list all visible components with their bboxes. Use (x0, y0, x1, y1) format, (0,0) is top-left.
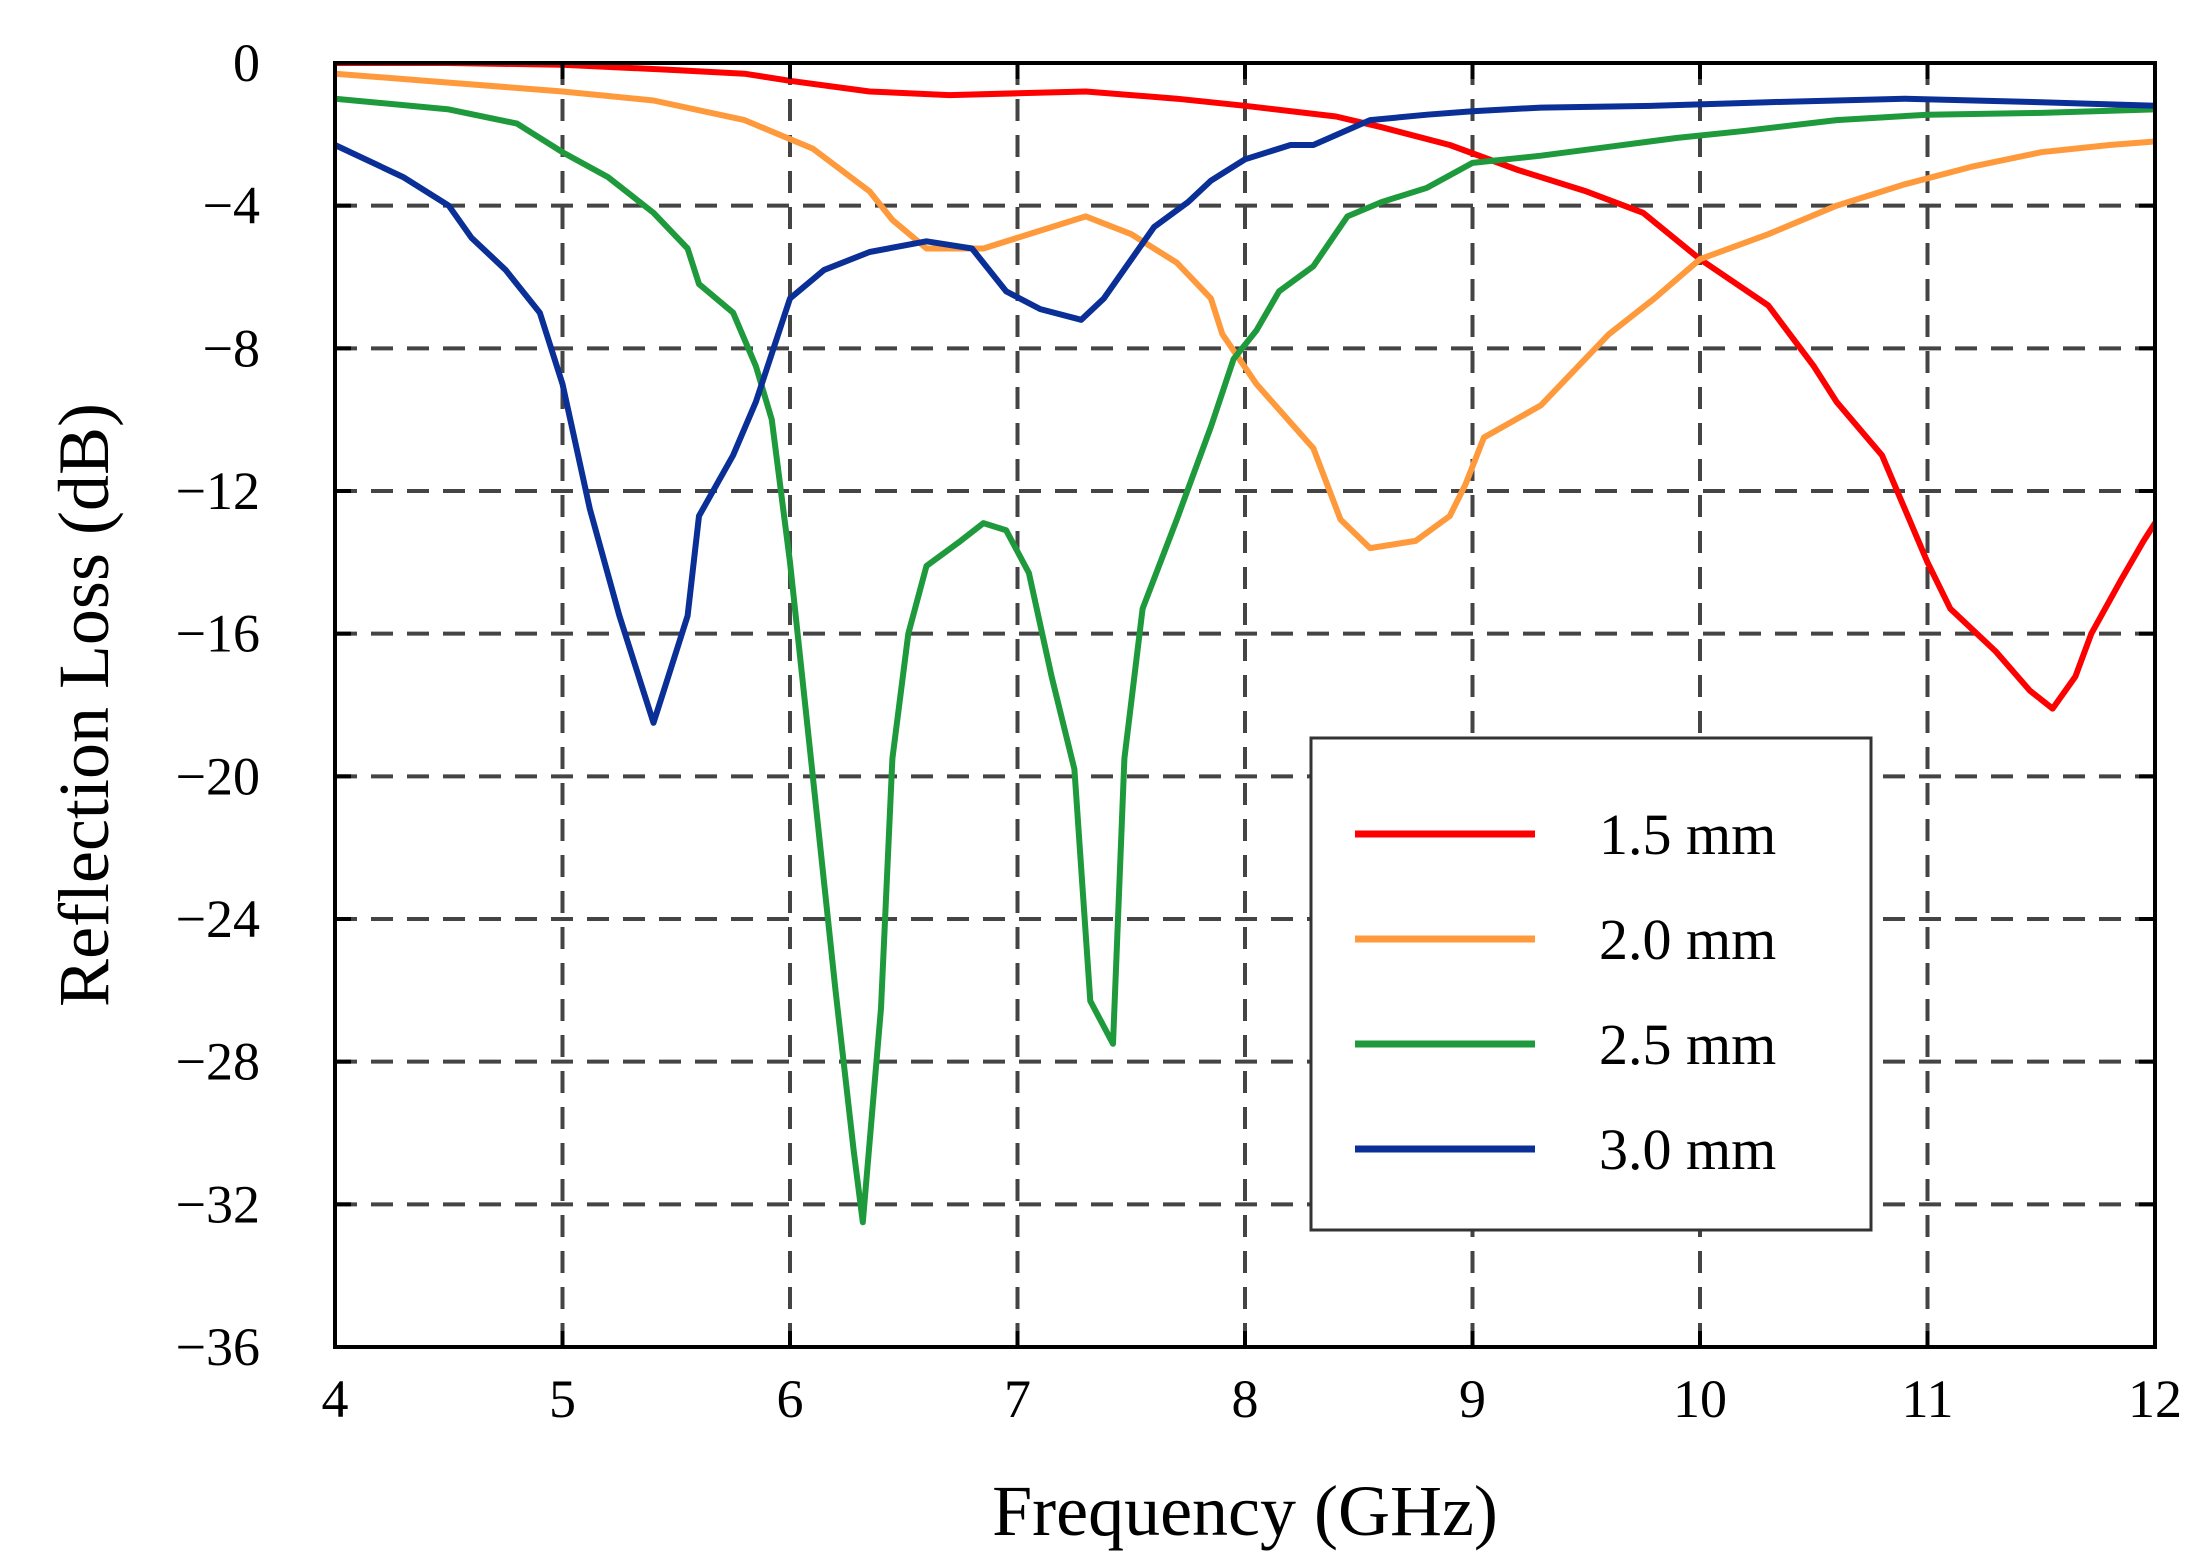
y-tick-label: −4 (203, 176, 260, 236)
series-line-3-0-mm (335, 95, 2155, 726)
data-series (335, 63, 2155, 1226)
axis-ticks (333, 61, 2157, 1349)
x-tick-label: 4 (322, 1369, 349, 1429)
y-tick-label: −24 (176, 889, 260, 949)
tick-labels: 4 5 6 7 8 9 10 11 12 0 −4 −8 −12 −16 −20 −24 −28 −32 −36 (176, 33, 2182, 1429)
series-line-2-0-mm (335, 70, 2155, 552)
x-tick-label: 9 (1459, 1369, 1486, 1429)
y-tick-label: −16 (176, 604, 260, 664)
x-tick-label: 11 (1902, 1369, 1954, 1429)
legend: 1.5 mm 2.0 mm 2.5 mm 3.0 mm (1309, 736, 1873, 1232)
y-tick-label: −8 (203, 318, 260, 378)
y-tick-label: −28 (176, 1032, 260, 1092)
x-tick-label: 6 (777, 1369, 804, 1429)
y-tick-label: −36 (176, 1317, 260, 1377)
x-tick-label: 5 (549, 1369, 576, 1429)
legend-label-2-5-mm: 2.5 mm (1599, 1012, 1776, 1077)
legend-label-3-0-mm: 3.0 mm (1599, 1117, 1776, 1182)
y-tick-label: −32 (176, 1174, 260, 1234)
x-axis-title: Frequency (GHz) (992, 1471, 1498, 1551)
x-tick-label: 7 (1004, 1369, 1031, 1429)
y-tick-label: −12 (176, 461, 260, 521)
legend-label-2-0-mm: 2.0 mm (1599, 907, 1776, 972)
y-tick-label: 0 (233, 33, 260, 93)
series-line-1-5-mm (335, 63, 2155, 712)
legend-label-1-5-mm: 1.5 mm (1599, 802, 1776, 867)
x-tick-label: 8 (1232, 1369, 1259, 1429)
x-tick-label: 10 (1673, 1369, 1727, 1429)
series-line-2-5-mm (335, 95, 2155, 1226)
legend-box (1309, 736, 1873, 1232)
y-tick-label: −20 (176, 746, 260, 806)
x-tick-label: 12 (2128, 1369, 2182, 1429)
y-axis-title: Reflection Loss (dB) (44, 403, 124, 1007)
